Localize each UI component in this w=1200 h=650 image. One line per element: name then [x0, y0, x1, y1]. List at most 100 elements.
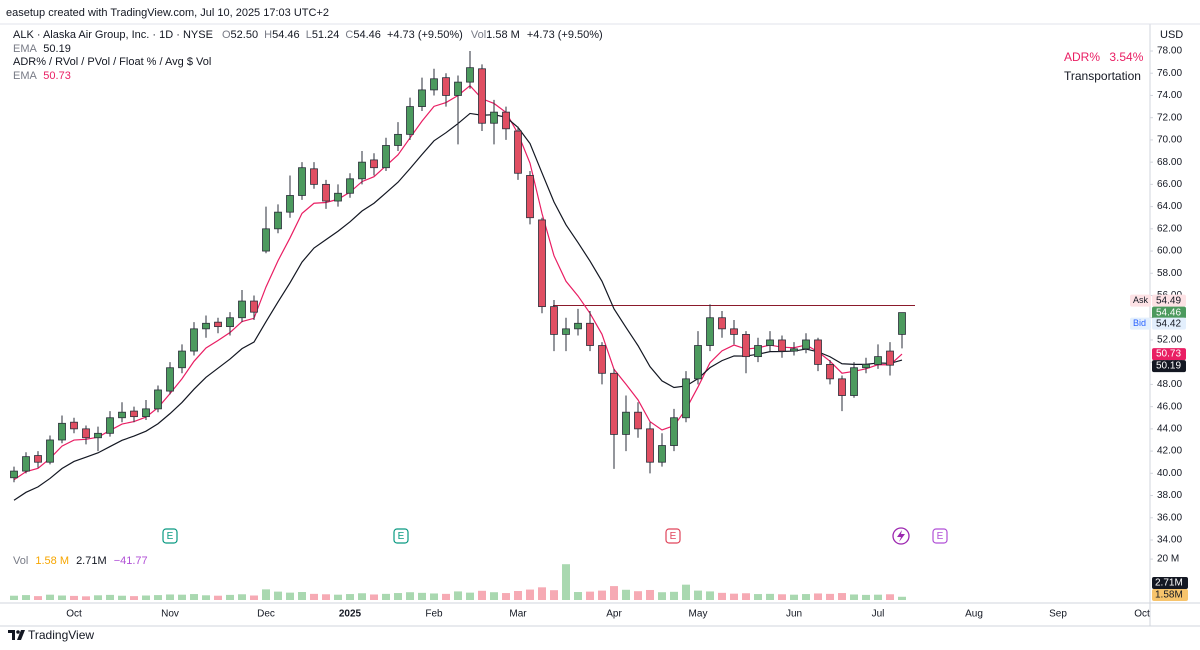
candle-body [562, 328, 570, 335]
volume-bar [358, 593, 366, 600]
volume-bar [334, 594, 342, 600]
volume-bar [274, 591, 282, 600]
candle-body [394, 133, 402, 146]
volume-bar [202, 595, 210, 600]
adr-label: ADR% [1064, 50, 1100, 64]
volume-value: 1.58 M [35, 555, 69, 567]
volume-bar [574, 592, 582, 600]
volume-bar [682, 584, 690, 600]
volume-bar [670, 591, 678, 600]
candle-body [262, 228, 270, 252]
candle-body [82, 428, 90, 439]
volume-bar [646, 589, 654, 600]
volume-bar [418, 592, 426, 600]
adr-value: 3.54% [1109, 50, 1143, 64]
volume-bar [802, 594, 810, 600]
y-tick-label: 40.00 [1157, 468, 1182, 479]
volume-bar [814, 593, 822, 600]
ema-legend: EMA 50.73 [13, 70, 71, 82]
y-tick-label: 76.00 [1157, 68, 1182, 79]
volume-bar [718, 592, 726, 600]
candle-body [310, 168, 318, 185]
volume-bar [550, 590, 558, 600]
brand-name: TradingView [28, 628, 94, 642]
candle-body [814, 339, 822, 365]
candle-body [898, 312, 906, 335]
volume-bar [466, 592, 474, 600]
price-badge-value: 54.42 [1156, 318, 1181, 329]
volume-bar [154, 595, 162, 600]
candle-body [850, 367, 858, 396]
legend-label: O [222, 29, 231, 41]
event-marker: E [393, 528, 409, 544]
price-badge [1152, 348, 1186, 361]
volume-bar [742, 593, 750, 600]
candle-body [130, 410, 138, 418]
y-tick-label: 44.00 [1157, 424, 1182, 435]
volume-bar [658, 592, 666, 600]
candle-body [682, 378, 690, 419]
sector: Transportation [1064, 69, 1141, 83]
price-badge-tag [1130, 317, 1151, 330]
candle-body [214, 321, 222, 328]
volume-bar [394, 593, 402, 600]
volume-bar [238, 594, 246, 600]
price-badge-tag-label: Bid [1133, 318, 1146, 328]
y-tick-label: 52.00 [1157, 335, 1182, 346]
volume-change: −41.77 [114, 555, 148, 567]
candle-body [382, 145, 390, 169]
candle-body [514, 130, 522, 174]
candle-body [166, 367, 174, 392]
brand-logo-dot [16, 630, 20, 634]
currency: USD [1160, 29, 1183, 41]
event-label: E [670, 531, 677, 542]
price-badge-value: 54.49 [1156, 295, 1181, 306]
candle-body [70, 421, 78, 430]
candle-body [766, 339, 774, 346]
volume-bar [322, 594, 330, 600]
candle-body [574, 322, 582, 330]
legend-value: 54.46 [272, 29, 300, 41]
ema-label: EMA [13, 43, 38, 55]
event-box [393, 528, 409, 544]
candle-body [478, 68, 486, 124]
x-tick-label: 2025 [339, 609, 362, 620]
volume-average: 2.71M [76, 555, 107, 567]
candle-body [22, 456, 30, 472]
candle-body [202, 322, 210, 330]
event-box [665, 528, 681, 544]
volume-bar [790, 594, 798, 600]
candle-body [526, 175, 534, 219]
candle-body [862, 364, 870, 369]
volume-bar [286, 592, 294, 600]
volume-bar [250, 595, 258, 600]
y-tick-label: 36.00 [1157, 512, 1182, 523]
y-tick-label: 68.00 [1157, 157, 1182, 168]
volume-bar [310, 593, 318, 600]
candle-body [106, 417, 114, 434]
candle-body [670, 417, 678, 446]
legend-value: 51.24 [312, 29, 340, 41]
y-tick-label: 66.00 [1157, 179, 1182, 190]
y-tick-label: 74.00 [1157, 90, 1182, 101]
legend-value: 52.50 [231, 29, 259, 41]
candle-body [502, 111, 510, 130]
event-label: E [398, 531, 405, 542]
volume-label: Vol [13, 555, 28, 567]
volume-bar [298, 592, 306, 600]
x-tick-label: May [689, 609, 708, 620]
volume-bar [694, 590, 702, 600]
event-box [932, 528, 948, 544]
volume-legend: Vol 1.58 M 2.71M −41.77 [13, 555, 148, 567]
y-tick-label: 72.00 [1157, 112, 1182, 123]
candle-body [790, 348, 798, 352]
candle-body [454, 81, 462, 96]
volume-bar [514, 591, 522, 600]
candle-body [154, 389, 162, 410]
x-tick-label: Jun [786, 609, 802, 620]
volume-bar [850, 594, 858, 600]
volume-bar [454, 591, 462, 600]
y-tick-label: 62.00 [1157, 223, 1182, 234]
volume-badge [1152, 577, 1188, 589]
candle-body [442, 77, 450, 96]
